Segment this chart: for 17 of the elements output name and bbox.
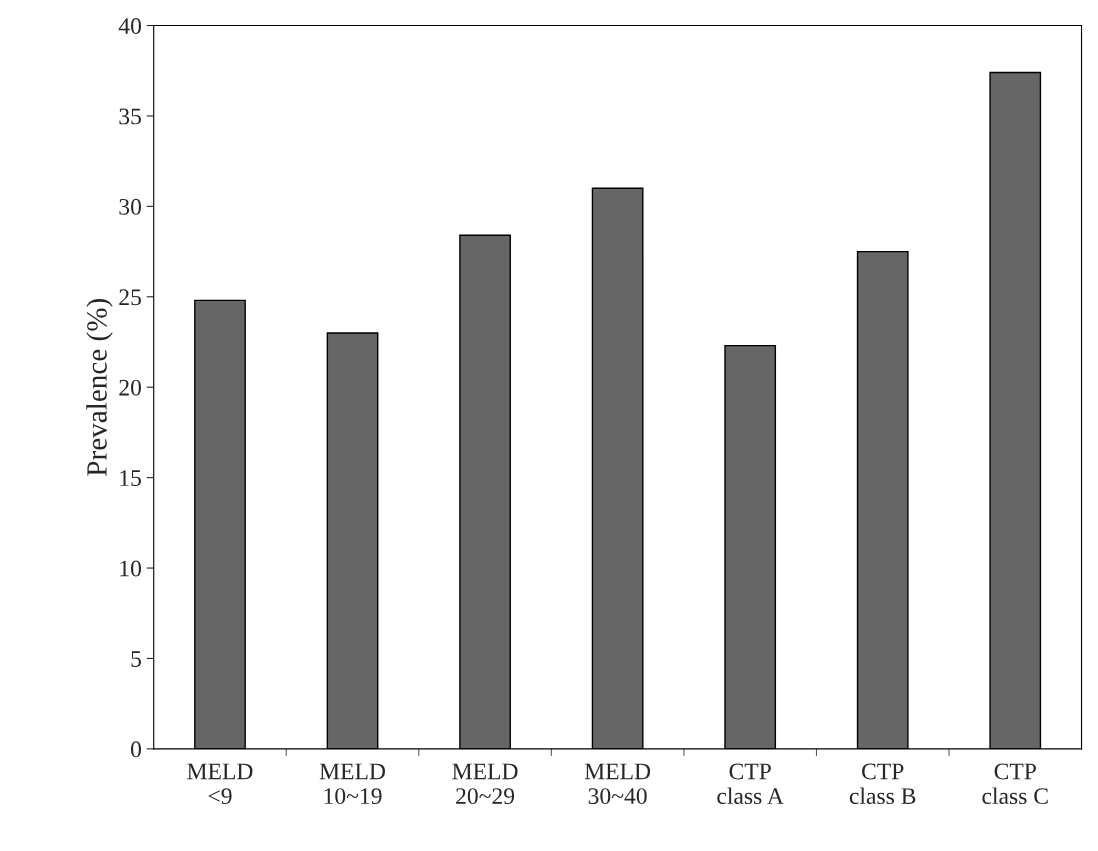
y-tick-label: 5 — [131, 651, 141, 667]
x-tick-label: MELD 10~19 — [319, 763, 386, 805]
x-tick-label: MELD 20~29 — [452, 763, 518, 805]
y-tick-label: 0 — [131, 741, 142, 758]
x-tick-label: CTP class B — [849, 763, 916, 805]
y-tick-label: 30 — [119, 198, 142, 215]
x-tick-label: MELD <9 — [187, 763, 253, 805]
y-tick-label: 35 — [119, 108, 141, 125]
x-tick-label: MELD 30~40 — [584, 763, 651, 805]
y-tick-label: 25 — [119, 289, 141, 306]
y-tick-label: 10 — [120, 560, 142, 577]
y-tick-label: 40 — [118, 18, 142, 34]
y-tick-label: 15 — [120, 470, 141, 487]
x-tick-label: CTP class C — [982, 763, 1048, 805]
x-tick-label: CTP class A — [717, 763, 784, 805]
y-axis-title: Prevalence (%) — [86, 299, 113, 476]
y-tick-label: 20 — [119, 379, 142, 396]
